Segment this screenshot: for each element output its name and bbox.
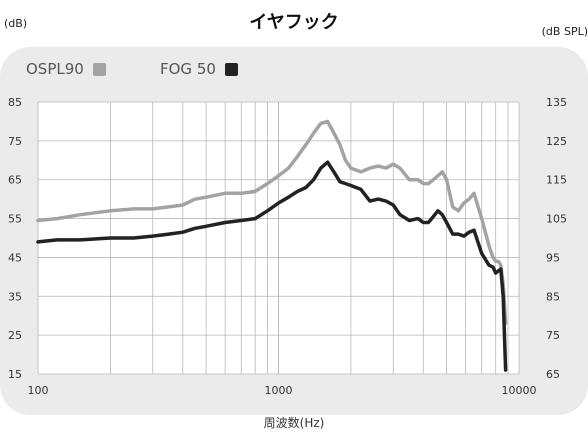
series-line-fog50	[36, 160, 508, 372]
legend-item-ospl90: OSPL90	[26, 60, 106, 78]
y-tick-label-left: 25	[8, 329, 22, 342]
chart-title: イヤフック	[249, 12, 339, 33]
y-tick-label-left: 85	[8, 96, 22, 109]
y-tick-label-left: 55	[8, 213, 22, 226]
series-line-ospl90	[36, 119, 508, 326]
y-tick-label-right: 65	[546, 368, 560, 381]
y-tick-label-right: 115	[546, 174, 567, 187]
y-tick-label-left: 15	[8, 368, 22, 381]
x-tick-label: 1000	[265, 384, 293, 397]
x-tick-label: 10000	[502, 384, 537, 397]
right-axis-unit: (dB SPL)	[541, 25, 588, 38]
x-axis-label: 周波数(Hz)	[263, 416, 325, 430]
y-tick-label-right: 95	[546, 251, 560, 264]
legend-item-fog50: FOG 50	[160, 60, 238, 78]
y-tick-label-right: 75	[546, 329, 560, 342]
legend-swatch-ospl90	[92, 62, 106, 76]
y-tick-label-right: 85	[546, 290, 560, 303]
y-tick-label-left: 75	[8, 135, 22, 148]
y-tick-label-left: 45	[8, 251, 22, 264]
y-tick-label-right: 125	[546, 135, 567, 148]
left-axis-unit: (dB)	[4, 17, 28, 30]
legend-label-ospl90: OSPL90	[26, 60, 84, 78]
y-tick-label-left: 35	[8, 290, 22, 303]
x-tick-label: 100	[28, 384, 49, 397]
legend-swatch-fog50	[224, 62, 238, 76]
y-tick-label-left: 65	[8, 174, 22, 187]
y-tick-label-right: 105	[546, 213, 567, 226]
y-tick-label-right: 135	[546, 96, 567, 109]
legend-label-fog50: FOG 50	[160, 60, 216, 78]
